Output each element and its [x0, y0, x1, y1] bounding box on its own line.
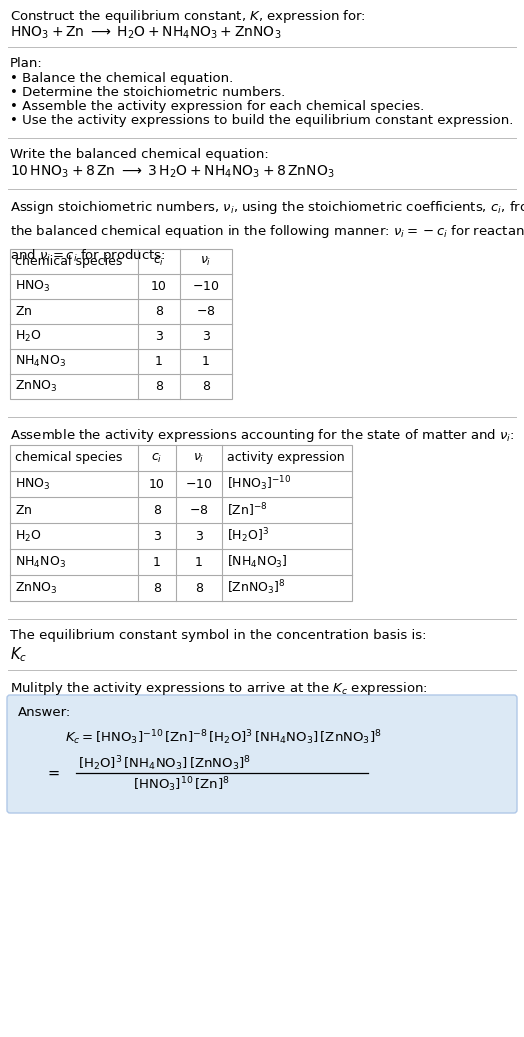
Text: $-8$: $-8$	[196, 305, 216, 318]
Text: • Assemble the activity expression for each chemical species.: • Assemble the activity expression for e…	[10, 100, 424, 113]
Text: $[\mathrm{H_2O}]^{3}\,[\mathrm{NH_4NO_3}]\,[\mathrm{ZnNO_3}]^{8}$: $[\mathrm{H_2O}]^{3}\,[\mathrm{NH_4NO_3}…	[78, 754, 251, 773]
Text: $\nu_i$: $\nu_i$	[200, 255, 212, 268]
Text: Assign stoichiometric numbers, $\nu_i$, using the stoichiometric coefficients, $: Assign stoichiometric numbers, $\nu_i$, …	[10, 199, 524, 264]
Text: The equilibrium constant symbol in the concentration basis is:: The equilibrium constant symbol in the c…	[10, 629, 427, 642]
Text: $\mathrm{Zn}$: $\mathrm{Zn}$	[15, 504, 32, 516]
Text: $\mathrm{HNO_3}$: $\mathrm{HNO_3}$	[15, 476, 51, 492]
Text: $c_i$: $c_i$	[154, 255, 165, 268]
Text: $-10$: $-10$	[192, 280, 220, 293]
Text: $\mathrm{10\, HNO_3 + 8\, Zn \;\longrightarrow\; 3\, H_2O + NH_4NO_3 + 8\, ZnNO_: $\mathrm{10\, HNO_3 + 8\, Zn \;\longrigh…	[10, 164, 334, 180]
Text: Construct the equilibrium constant, $K$, expression for:: Construct the equilibrium constant, $K$,…	[10, 8, 366, 25]
Text: $\mathrm{Zn}$: $\mathrm{Zn}$	[15, 305, 32, 318]
Text: 8: 8	[155, 380, 163, 393]
Text: activity expression: activity expression	[227, 451, 345, 465]
Text: 1: 1	[202, 355, 210, 368]
Text: $[\mathrm{HNO_3}]^{-10}$: $[\mathrm{HNO_3}]^{-10}$	[227, 475, 291, 494]
Text: $\nu_i$: $\nu_i$	[193, 451, 205, 465]
Text: $\mathrm{ZnNO_3}$: $\mathrm{ZnNO_3}$	[15, 581, 58, 595]
Bar	[10, 249, 232, 399]
Text: 8: 8	[153, 504, 161, 516]
Text: $[\mathrm{HNO_3}]^{10}\,[\mathrm{Zn}]^{8}$: $[\mathrm{HNO_3}]^{10}\,[\mathrm{Zn}]^{8…	[133, 775, 230, 793]
Text: $-10$: $-10$	[185, 477, 213, 491]
Text: 10: 10	[149, 477, 165, 491]
Text: 8: 8	[155, 305, 163, 318]
Text: $=$: $=$	[45, 764, 60, 780]
Bar	[10, 445, 352, 601]
Text: 3: 3	[202, 330, 210, 343]
Text: $\mathrm{HNO_3 + Zn \;\longrightarrow\; H_2O + NH_4NO_3 + ZnNO_3}$: $\mathrm{HNO_3 + Zn \;\longrightarrow\; …	[10, 25, 281, 41]
Text: 1: 1	[195, 556, 203, 568]
Text: • Use the activity expressions to build the equilibrium constant expression.: • Use the activity expressions to build …	[10, 114, 514, 127]
Text: Answer:: Answer:	[18, 706, 71, 719]
Text: $\mathrm{H_2O}$: $\mathrm{H_2O}$	[15, 329, 41, 344]
FancyBboxPatch shape	[7, 695, 517, 813]
Text: 10: 10	[151, 280, 167, 293]
Text: $c_i$: $c_i$	[151, 451, 162, 465]
Text: 8: 8	[195, 582, 203, 594]
Text: 1: 1	[153, 556, 161, 568]
Text: 8: 8	[202, 380, 210, 393]
Text: $[\mathrm{H_2O}]^{3}$: $[\mathrm{H_2O}]^{3}$	[227, 527, 269, 545]
Text: Write the balanced chemical equation:: Write the balanced chemical equation:	[10, 148, 269, 161]
Text: Plan:: Plan:	[10, 57, 43, 71]
Text: $\mathrm{NH_4NO_3}$: $\mathrm{NH_4NO_3}$	[15, 555, 66, 569]
Text: • Determine the stoichiometric numbers.: • Determine the stoichiometric numbers.	[10, 86, 285, 99]
Text: $[\mathrm{Zn}]^{-8}$: $[\mathrm{Zn}]^{-8}$	[227, 501, 268, 518]
Text: chemical species: chemical species	[15, 451, 123, 465]
Text: Assemble the activity expressions accounting for the state of matter and $\nu_i$: Assemble the activity expressions accoun…	[10, 427, 515, 444]
Text: 1: 1	[155, 355, 163, 368]
Text: 3: 3	[153, 530, 161, 542]
Text: 8: 8	[153, 582, 161, 594]
Text: $-8$: $-8$	[189, 504, 209, 516]
Text: 3: 3	[155, 330, 163, 343]
Text: Mulitply the activity expressions to arrive at the $K_c$ expression:: Mulitply the activity expressions to arr…	[10, 680, 428, 697]
Text: $K_c = [\mathrm{HNO_3}]^{-10}\,[\mathrm{Zn}]^{-8}\,[\mathrm{H_2O}]^{3}\,[\mathrm: $K_c = [\mathrm{HNO_3}]^{-10}\,[\mathrm{…	[65, 728, 381, 747]
Text: $\mathrm{H_2O}$: $\mathrm{H_2O}$	[15, 529, 41, 543]
Text: • Balance the chemical equation.: • Balance the chemical equation.	[10, 72, 233, 85]
Text: chemical species: chemical species	[15, 255, 123, 268]
Text: $\mathrm{ZnNO_3}$: $\mathrm{ZnNO_3}$	[15, 379, 58, 394]
Text: $[\mathrm{ZnNO_3}]^{8}$: $[\mathrm{ZnNO_3}]^{8}$	[227, 579, 286, 597]
Text: $\mathrm{HNO_3}$: $\mathrm{HNO_3}$	[15, 279, 51, 295]
Text: $K_c$: $K_c$	[10, 645, 27, 664]
Text: 3: 3	[195, 530, 203, 542]
Text: $\mathrm{NH_4NO_3}$: $\mathrm{NH_4NO_3}$	[15, 354, 66, 369]
Text: $[\mathrm{NH_4NO_3}]$: $[\mathrm{NH_4NO_3}]$	[227, 554, 288, 570]
